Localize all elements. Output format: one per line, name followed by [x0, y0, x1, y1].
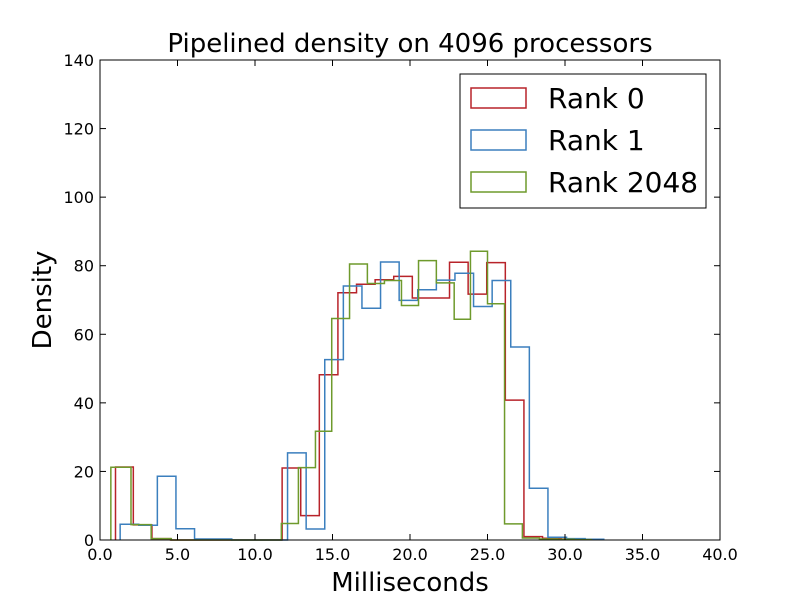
- y-tick-label: 80: [74, 257, 94, 276]
- x-tick-label: 20.0: [392, 545, 428, 564]
- legend-label: Rank 1: [548, 124, 645, 157]
- x-tick-label: 25.0: [470, 545, 506, 564]
- x-tick-label: 5.0: [165, 545, 190, 564]
- y-tick-label: 140: [63, 51, 94, 70]
- x-tick-label: 10.0: [237, 545, 273, 564]
- chart-title: Pipelined density on 4096 processors: [167, 29, 652, 59]
- y-tick-label: 0: [84, 531, 94, 550]
- y-axis-label: Density: [28, 251, 58, 350]
- legend-label: Rank 0: [548, 82, 645, 115]
- y-tick-label: 40: [74, 394, 94, 413]
- x-tick-label: 40.0: [702, 545, 738, 564]
- x-tick-label: 30.0: [547, 545, 583, 564]
- y-tick-label: 100: [63, 188, 94, 207]
- x-tick-label: 35.0: [625, 545, 661, 564]
- legend-label: Rank 2048: [548, 166, 698, 199]
- legend: Rank 0 Rank 1 Rank 2048: [460, 74, 706, 208]
- y-tick-label: 120: [63, 120, 94, 139]
- y-tick-label: 20: [74, 462, 94, 481]
- x-tick-label: 15.0: [315, 545, 351, 564]
- y-tick-label: 60: [74, 325, 94, 344]
- x-axis-label: Milliseconds: [331, 568, 489, 598]
